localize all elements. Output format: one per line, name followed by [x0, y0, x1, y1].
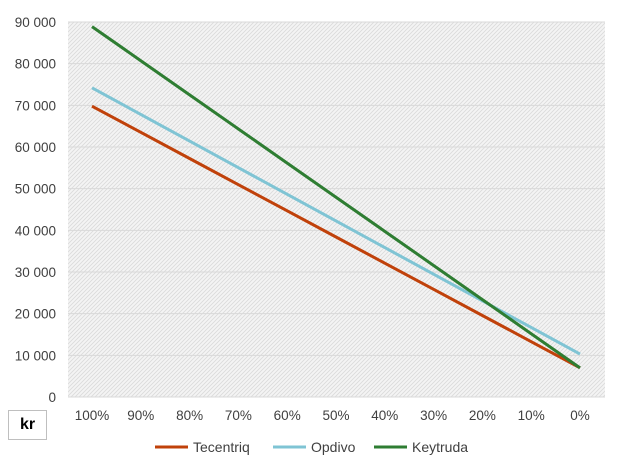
x-tick-label: 90% — [127, 408, 154, 423]
y-tick-label: 30 000 — [15, 265, 56, 280]
legend: Tecentriq Opdivo Keytruda — [155, 439, 468, 455]
legend-label: Keytruda — [412, 439, 468, 455]
y-tick-label: 50 000 — [15, 182, 56, 197]
x-tick-label: 50% — [322, 408, 349, 423]
x-tick-label: 80% — [176, 408, 203, 423]
x-tick-label: 20% — [469, 408, 496, 423]
y-tick-label: 10 000 — [15, 348, 56, 363]
x-tick-label: 60% — [274, 408, 301, 423]
y-tick-label: 0 — [48, 390, 56, 405]
x-tick-label: 70% — [225, 408, 252, 423]
y-tick-label: 90 000 — [15, 15, 56, 30]
series-line-keytruda — [91, 25, 581, 370]
y-tick-label: 70 000 — [15, 98, 56, 113]
y-tick-label: 60 000 — [15, 140, 56, 155]
series-line-tecentriq — [91, 104, 581, 370]
unit-label: kr — [8, 410, 47, 440]
x-tick-label: 40% — [371, 408, 398, 423]
legend-label: Opdivo — [311, 439, 356, 455]
x-tick-label: 30% — [420, 408, 447, 423]
grid-lines — [68, 21, 605, 398]
x-tick-label: 100% — [75, 408, 110, 423]
y-tick-label: 80 000 — [15, 57, 56, 72]
plot-area-background — [68, 22, 605, 397]
y-tick-label: 20 000 — [15, 307, 56, 322]
x-tick-label: 10% — [518, 408, 545, 423]
y-axis-ticks: 0 10 000 20 000 30 000 40 000 50 000 60 000 70 … — [15, 15, 56, 405]
x-axis-ticks: 100% 90% 80% 70% 60% 50% 40% 30% 20% 10% 0% — [75, 408, 590, 423]
x-tick-label: 0% — [570, 408, 590, 423]
series-lines — [91, 25, 581, 370]
y-tick-label: 40 000 — [15, 223, 56, 238]
legend-label: Tecentriq — [193, 439, 250, 455]
